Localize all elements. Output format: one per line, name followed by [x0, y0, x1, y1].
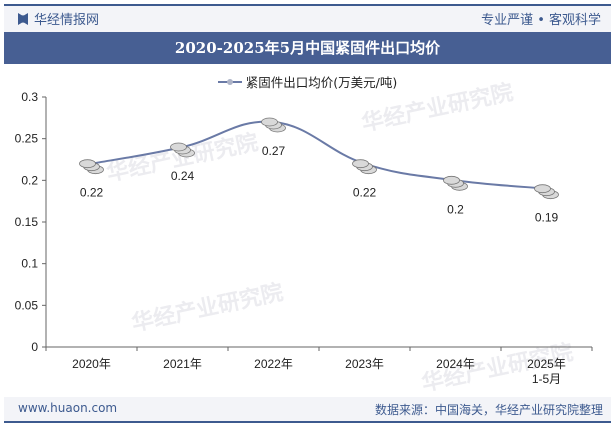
data-label: 0.22 — [80, 186, 104, 200]
data-point-marker[interactable] — [534, 184, 559, 200]
coin-stack-icon — [534, 184, 551, 194]
data-point-marker[interactable] — [352, 159, 377, 175]
legend-label: 紧固件出口均价(万美元/吨) — [245, 75, 398, 90]
top-border — [4, 4, 611, 6]
x-tick-label: 2024年 — [436, 357, 475, 371]
header-bar — [4, 6, 611, 32]
data-label: 0.2 — [447, 202, 464, 216]
data-point-marker[interactable] — [261, 117, 286, 133]
data-label: 0.27 — [262, 144, 286, 158]
data-label: 0.24 — [171, 169, 195, 183]
x-tick-label: 2023年 — [345, 357, 384, 371]
x-tick-label: 2021年 — [163, 357, 202, 371]
data-point-marker[interactable] — [79, 159, 104, 175]
x-tick-label: 1-5月 — [532, 372, 561, 386]
coin-stack-icon — [79, 159, 96, 169]
slogan: 专业严谨 • 客观科学 — [481, 13, 601, 28]
data-label: 0.22 — [353, 186, 377, 200]
coin-stack-icon — [352, 159, 369, 169]
x-tick-label: 2025年 — [527, 357, 566, 371]
legend[interactable]: 紧固件出口均价(万美元/吨) — [0, 72, 615, 91]
coin-stack-icon — [170, 142, 187, 152]
coin-stack-icon — [261, 117, 278, 127]
y-tick-label: 0.3 — [21, 90, 38, 104]
logo-icon — [18, 13, 28, 25]
data-source: 数据来源：中国海关，华经产业研究院整理 — [374, 403, 603, 417]
y-tick-label: 0.2 — [21, 173, 38, 187]
x-tick-label: 2020年 — [72, 357, 111, 371]
data-point-marker[interactable] — [443, 175, 468, 191]
series-line — [91, 120, 547, 190]
website-link[interactable]: www.huaon.com — [18, 401, 118, 415]
legend-marker-icon — [217, 79, 242, 85]
y-tick-label: 0.25 — [15, 132, 39, 146]
bottom-border — [4, 421, 611, 423]
data-label: 0.19 — [535, 211, 559, 225]
brand-name: 华经情报网 — [34, 13, 100, 28]
y-tick-label: 0.1 — [21, 257, 38, 271]
data-point-marker[interactable] — [170, 142, 195, 158]
y-tick-label: 0.15 — [15, 215, 39, 229]
footer-bar: www.huaon.com 数据来源：中国海关，华经产业研究院整理 — [4, 397, 611, 421]
y-tick-label: 0 — [31, 340, 38, 354]
y-tick-label: 0.05 — [15, 298, 39, 312]
chart-title: 2020-2025年5月中国紧固件出口均价 — [4, 32, 611, 64]
brand[interactable]: 华经情报网 — [18, 9, 99, 28]
x-tick-label: 2022年 — [254, 357, 293, 371]
coin-stack-icon — [443, 175, 460, 185]
